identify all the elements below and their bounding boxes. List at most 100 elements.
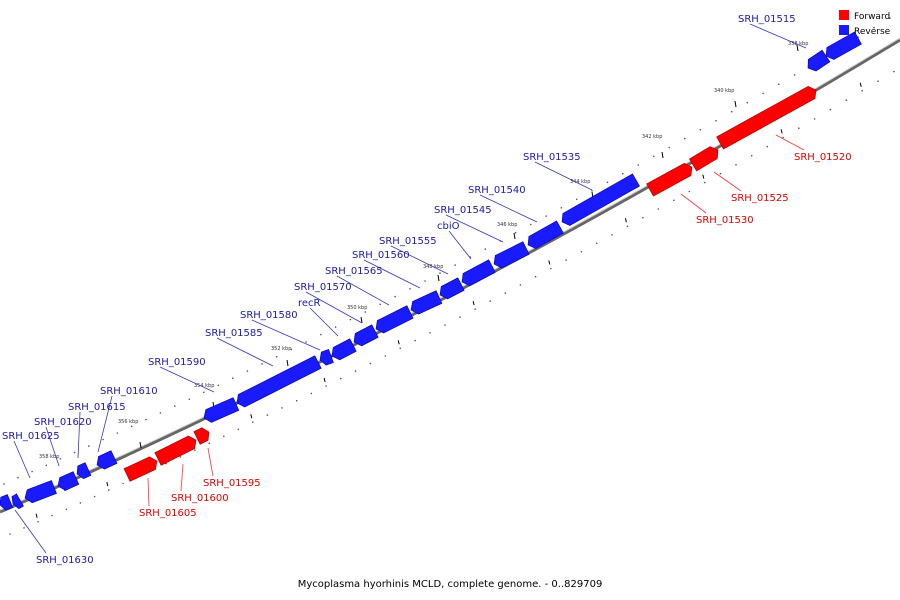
scale-dot-upper [305,341,307,343]
gene-srh-01540[interactable] [527,220,564,249]
legend: Forward Reverse [839,10,891,37]
legend-forward-label: Forward [854,12,890,22]
gene-srh-01605[interactable] [123,456,158,482]
label-leader-srh-01565 [336,275,390,306]
scale-dot-lower [9,533,11,535]
scale-dot-upper [174,405,176,407]
gene-srh-01615[interactable] [76,462,92,480]
gene-label-srh-01620[interactable]: SRH_01620 [34,417,92,428]
scale-dot-upper [575,198,578,201]
minor-tick-lower [250,414,253,419]
gene-label-srh-01545[interactable]: SRH_01545 [434,205,492,216]
label-leader-srh-01560 [363,259,421,289]
gene-label-srh-01515[interactable]: SRH_01515 [738,14,796,25]
gene-label-srh-01525[interactable]: SRH_01525 [731,193,789,204]
label-leader-cbio [448,230,472,260]
label-leader-recr [309,307,339,337]
scale-dot-lower [122,482,124,485]
genome-backbone-highlight [0,37,900,511]
gene-label-srh-01580[interactable]: SRH_01580 [240,310,298,321]
scale-dot-upper [591,190,593,192]
scale-tick-label-10: 356 kbp [118,419,138,425]
scale-dot-upper [320,333,322,336]
gene-srh-01625[interactable] [24,480,57,504]
gene-label-srh-01555[interactable]: SRH_01555 [379,236,437,247]
gene-srh-01580[interactable] [319,349,334,366]
gene-srh-01590[interactable] [203,397,240,423]
gene-label-srh-01630[interactable]: SRH_01630 [36,555,94,566]
gene-label-srh-01565[interactable]: SRH_01565 [325,266,383,277]
label-leader-srh-01545 [445,214,504,243]
scale-dot-upper [622,172,624,175]
minor-tick-lower [323,377,326,383]
gene-srh-01555[interactable] [439,277,465,300]
minor-tick-lower [397,340,400,345]
legend-reverse-swatch [839,25,849,35]
gene-srh-01630-part-1[interactable] [0,494,13,511]
gene-srh-01610[interactable] [96,450,118,470]
gene-label-srh-01535[interactable]: SRH_01535 [523,152,581,163]
scale-tick-7 [360,316,363,324]
label-leader-srh-01615 [77,411,81,459]
scale-dot-lower [829,108,832,111]
scale-dot-upper [334,326,337,328]
minor-tick-lower [35,513,38,518]
gene-label-cbio[interactable]: cbiO [437,221,460,232]
scale-dot-upper [364,311,367,313]
scale-dot-upper [746,101,749,104]
gene-srh-01515-part-2[interactable] [825,31,862,60]
gene-label-srh-01570[interactable]: SRH_01570 [294,282,352,293]
gene-srh-01560[interactable] [410,290,443,315]
gene-srh-01525[interactable] [688,146,719,172]
gene-srh-01595[interactable] [193,427,210,445]
gene-srh-01600[interactable] [154,435,197,466]
scale-dot-upper [668,146,671,149]
gene-label-recr[interactable]: recR [298,298,321,309]
scale-dot-lower [642,216,644,219]
gene-label-srh-01590[interactable]: SRH_01590 [148,357,206,368]
scale-dot-lower [474,308,476,310]
gene-srh-01585[interactable] [236,355,322,408]
gene-cbio[interactable] [461,259,496,287]
scale-dot-lower [704,181,706,184]
scale-dot-upper [203,391,205,394]
scale-dot-upper [145,418,147,421]
scale-dot-upper [545,215,547,217]
gene-srh-01630-part-2[interactable] [11,493,24,510]
scale-dot-upper [514,231,517,234]
gene-label-srh-01615[interactable]: SRH_01615 [68,402,126,413]
gene-label-srh-01595[interactable]: SRH_01595 [203,478,261,489]
label-leader-srh-01610 [97,395,113,453]
gene-srh-01570[interactable] [353,324,379,347]
scale-dot-lower [550,267,552,270]
gene-srh-01520[interactable] [716,85,817,150]
scale-dot-lower [399,347,402,350]
scale-dot-lower [179,456,182,458]
legend-reverse-label: Reverse [854,27,891,37]
gene-label-srh-01530[interactable]: SRH_01530 [696,215,754,226]
gene-label-srh-01520[interactable]: SRH_01520 [794,152,852,163]
gene-srh-01530[interactable] [646,162,693,197]
gene-srh-01620[interactable] [57,471,80,491]
gene-label-srh-01605[interactable]: SRH_01605 [139,508,197,519]
scale-dot-lower [223,435,225,438]
gene-srh-01545[interactable] [493,241,530,269]
label-leader-srh-01520 [775,134,805,151]
gene-label-srh-01560[interactable]: SRH_01560 [352,250,410,261]
gene-labels: SRH_01515 SRH_01520 SRH_01525 SRH_01530 SRH_… [2,14,852,566]
gene-label-srh-01625[interactable]: SRH_01625 [2,431,60,442]
scale-dot-lower [340,377,342,380]
gene-label-srh-01610[interactable]: SRH_01610 [100,386,158,397]
gene-recr[interactable] [331,338,357,361]
scale-dot-upper [439,272,441,274]
label-leader-srh-01595 [207,447,214,477]
scale-dot-lower [194,449,196,451]
gene-srh-01535[interactable] [561,173,640,226]
gene-label-srh-01540[interactable]: SRH_01540 [468,185,526,196]
gene-label-srh-01600[interactable]: SRH_01600 [171,493,229,504]
scale-dot-lower [51,514,53,517]
gene-label-srh-01585[interactable]: SRH_01585 [205,328,263,339]
gene-srh-01565[interactable] [375,305,414,334]
label-leader-srh-01540 [479,194,538,223]
